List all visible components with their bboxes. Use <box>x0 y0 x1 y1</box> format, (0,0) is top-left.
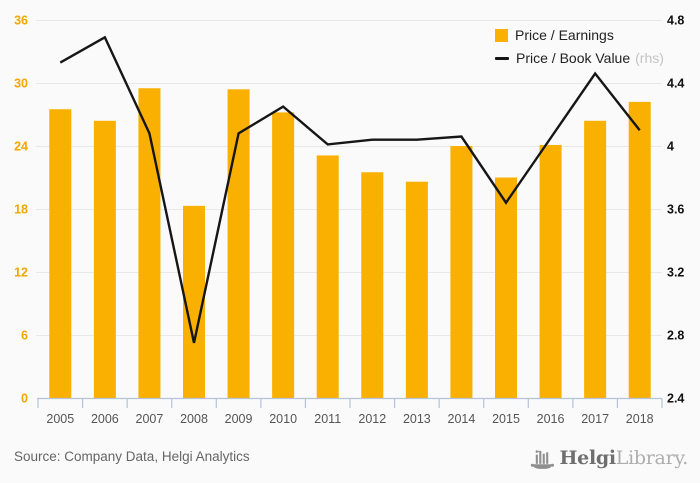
chart-legend: Price / Earnings Price / Book Value (rhs… <box>495 27 664 73</box>
right-axis-label: 2.8 <box>667 329 684 343</box>
source-caption: Source: Company Data, Helgi Analytics <box>14 449 250 464</box>
helgi-logo-ship-icon <box>530 450 554 469</box>
x-axis-label-2008: 2008 <box>180 412 208 426</box>
x-axis-label-2013: 2013 <box>403 412 431 426</box>
legend-item-price-earnings: Price / Earnings <box>495 27 664 43</box>
x-axis-label-2012: 2012 <box>358 412 386 426</box>
bar-2013 <box>405 181 428 398</box>
legend-label: Price / Earnings <box>515 27 614 43</box>
x-axis-label-2007: 2007 <box>136 412 164 426</box>
left-axis-label: 18 <box>14 203 28 217</box>
right-axis-label: 3.2 <box>667 266 684 280</box>
bar-2011 <box>316 155 339 398</box>
x-axis-label-2015: 2015 <box>492 412 520 426</box>
left-axis-label: 0 <box>21 392 28 406</box>
left-axis-label: 24 <box>14 140 28 154</box>
legend-label: Price / Book Value <box>516 50 631 66</box>
bar-2006 <box>93 120 116 399</box>
bar-2007 <box>138 88 161 398</box>
logo-text-library: Library. <box>615 447 689 469</box>
right-axis-label: 4.8 <box>667 14 684 28</box>
x-axis-label-2014: 2014 <box>448 412 476 426</box>
legend-item-price-book-value: Price / Book Value (rhs) <box>495 50 664 66</box>
x-axis-label-2010: 2010 <box>269 412 297 426</box>
bar-2016 <box>539 144 562 398</box>
right-axis-label: 4 <box>667 140 674 154</box>
bar-2009 <box>227 89 250 399</box>
bar-2008 <box>183 205 205 398</box>
price-book-value-line <box>59 35 641 344</box>
bar-2017 <box>584 120 607 399</box>
x-axis-label-2016: 2016 <box>537 412 565 426</box>
legend-rhs-note: (rhs) <box>635 50 664 66</box>
logo-text-helgi: Helgi <box>559 447 617 469</box>
left-axis-label: 12 <box>14 266 28 280</box>
bar-2014 <box>450 146 473 398</box>
left-axis-label: 36 <box>14 14 28 28</box>
x-axis-label-2009: 2009 <box>225 412 253 426</box>
line-series-swatch <box>495 56 509 60</box>
bar-series-swatch <box>495 28 508 42</box>
bar-2015 <box>495 177 517 398</box>
helgi-library-logo: HelgiLibrary. <box>530 445 688 471</box>
x-axis-label-2018: 2018 <box>626 412 654 426</box>
bar-2018 <box>628 101 651 399</box>
bar-2010 <box>272 112 295 399</box>
right-axis-label: 2.4 <box>667 392 684 406</box>
pe-pb-combo-chart: 0 6 12 18 24 30 36 2.4 2.8 3.2 3.6 4 4.4 4.8 2005 2006 2… <box>14 14 684 427</box>
left-axis-label: 6 <box>21 329 28 343</box>
bar-2012 <box>361 172 384 398</box>
right-axis-label: 3.6 <box>667 203 684 217</box>
x-axis-label-2011: 2011 <box>314 412 341 426</box>
x-axis-label-2006: 2006 <box>91 412 119 426</box>
right-axis-label: 4.4 <box>667 77 684 91</box>
bar-2005 <box>49 109 72 398</box>
x-axis-label-2005: 2005 <box>46 412 74 426</box>
left-axis-label: 30 <box>14 77 28 91</box>
logo-wordmark: HelgiLibrary. <box>559 447 689 469</box>
x-axis-label-2017: 2017 <box>581 412 609 426</box>
